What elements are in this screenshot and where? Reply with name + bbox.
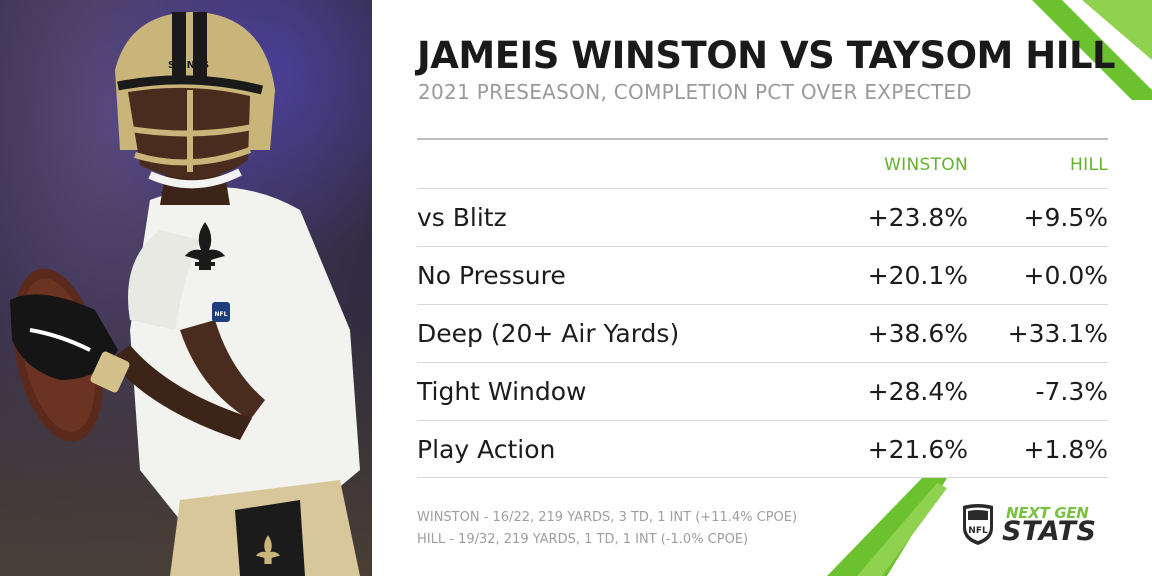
hill-value: +1.8% [1023, 435, 1108, 464]
table-row: vs Blitz +23.8% +9.5% [417, 188, 1108, 246]
page-subtitle: 2021 PRESEASON, COMPLETION PCT OVER EXPE… [418, 80, 972, 104]
sleeve-patch-text: NFL [215, 311, 228, 318]
sleeve-nfl-patch [212, 302, 230, 322]
table-top-rule [417, 138, 1108, 140]
pants-fleur-de-lis-icon [256, 535, 280, 564]
row-label: Tight Window [417, 377, 587, 406]
table-row: Play Action +21.6% +1.8% [417, 420, 1108, 478]
table-header-row: WINSTON HILL [417, 140, 1108, 188]
row-label: Play Action [417, 435, 556, 464]
column-header-hill: HILL [1070, 155, 1108, 175]
table-row: No Pressure +20.1% +0.0% [417, 246, 1108, 304]
winston-value: +28.4% [867, 377, 968, 406]
stats-panel: JAMEIS WINSTON VS TAYSOM HILL 2021 PRESE… [372, 0, 1152, 576]
green-accent-stripe-top [1032, 0, 1152, 100]
winston-value: +38.6% [867, 319, 968, 348]
hill-value: +33.1% [1007, 319, 1108, 348]
helmet-text: SAINTS [168, 60, 209, 71]
row-label: No Pressure [417, 261, 566, 290]
row-label: vs Blitz [417, 203, 507, 232]
row-label: Deep (20+ Air Yards) [417, 319, 680, 348]
nfl-shield-icon: NFL [963, 504, 993, 545]
quarterback-illustration: SAINTS NFL [10, 11, 360, 576]
footnote-hill: HILL - 19/32, 219 YARDS, 1 TD, 1 INT (-1… [417, 532, 749, 547]
nfl-shield-text: NFL [968, 526, 988, 536]
column-header-winston: WINSTON [884, 155, 968, 175]
next-gen-stats-logo: NFL NEXT GEN STATS [960, 502, 1110, 550]
player-photo: SAINTS NFL [0, 0, 372, 576]
hill-value: +9.5% [1023, 203, 1108, 232]
winston-value: +20.1% [867, 261, 968, 290]
fleur-de-lis-icon [185, 222, 225, 270]
winston-value: +23.8% [867, 203, 968, 232]
green-accent-stripe-bottom [827, 478, 947, 576]
hill-value: -7.3% [1035, 377, 1108, 406]
footnote-winston: WINSTON - 16/22, 219 YARDS, 3 TD, 1 INT … [417, 510, 798, 525]
winston-value: +21.6% [867, 435, 968, 464]
logo-next-gen-text: NEXT GEN [1006, 504, 1089, 522]
table-row: Tight Window +28.4% -7.3% [417, 362, 1108, 420]
table-row: Deep (20+ Air Yards) +38.6% +33.1% [417, 304, 1108, 362]
stats-table: WINSTON HILL vs Blitz +23.8% +9.5% No Pr… [417, 138, 1108, 478]
page-title: JAMEIS WINSTON VS TAYSOM HILL [417, 34, 1116, 77]
hill-value: +0.0% [1023, 261, 1108, 290]
logo-stats-text: STATS [1002, 516, 1097, 547]
